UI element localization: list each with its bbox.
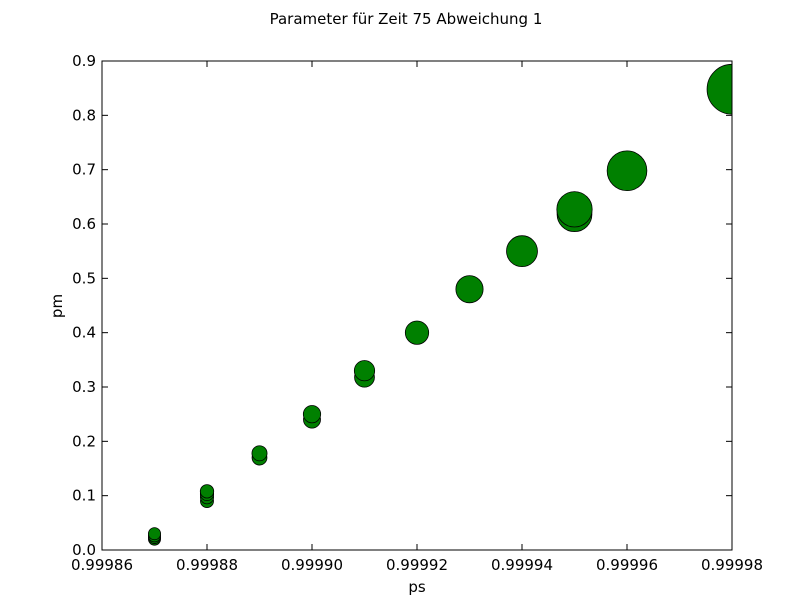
x-tick-label: 0.99998 (701, 556, 763, 574)
y-tick-label: 0.0 (72, 541, 96, 559)
y-tick-label: 0.3 (72, 378, 96, 396)
y-tick-label: 0.5 (72, 269, 96, 287)
y-axis-label: pm (48, 294, 66, 318)
y-tick-label: 0.9 (72, 52, 96, 70)
data-point (506, 235, 538, 268)
y-tick-label: 0.8 (72, 106, 96, 124)
x-tick-label: 0.99988 (176, 556, 238, 574)
data-point (199, 484, 215, 499)
x-tick-label: 0.99986 (71, 556, 133, 574)
x-tick-label: 0.99990 (281, 556, 343, 574)
data-point (148, 527, 161, 541)
data-point (251, 445, 268, 462)
y-axis-ticks: 0.0 0.1 0.2 0.3 0.4 0.5 0.6 0.7 0.8 0.9 (72, 52, 732, 559)
y-tick-label: 0.1 (72, 487, 96, 505)
x-axis-label: ps (408, 578, 426, 596)
chart-title: Parameter für Zeit 75 Abweichung 1 (270, 10, 543, 28)
data-point (556, 191, 593, 228)
x-tick-label: 0.99992 (386, 556, 448, 574)
data-point (353, 360, 376, 382)
x-tick-label: 0.99996 (596, 556, 658, 574)
data-points (148, 63, 732, 546)
data-point (455, 275, 484, 304)
data-point (404, 320, 430, 345)
data-point (302, 405, 322, 424)
y-tick-label: 0.7 (72, 161, 96, 179)
x-tick-label: 0.99994 (491, 556, 553, 574)
x-axis-ticks: 0.99986 0.99988 0.99990 0.99992 0.99994 0.999… (71, 61, 763, 574)
y-tick-label: 0.4 (72, 324, 96, 342)
y-tick-label: 0.2 (72, 432, 96, 450)
y-tick-label: 0.6 (72, 215, 96, 233)
data-point (706, 63, 732, 115)
plot-frame (101, 60, 733, 551)
data-point (606, 150, 648, 192)
